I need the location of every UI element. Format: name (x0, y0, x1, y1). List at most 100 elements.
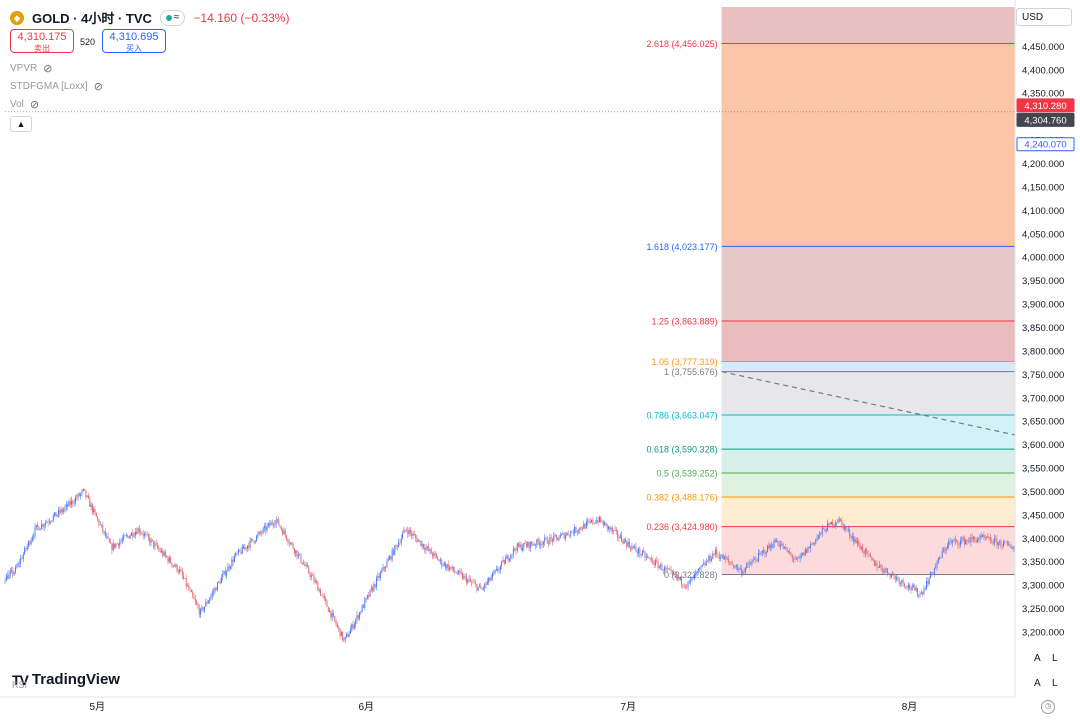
collapse-legend-button[interactable]: ▲ (10, 116, 32, 132)
candle-body (611, 527, 613, 532)
candle-body (609, 526, 611, 530)
candle-body (283, 530, 285, 535)
candle-body (394, 545, 396, 555)
indicator-vol[interactable]: Vol ⊘ (10, 98, 39, 111)
candle-body (538, 542, 540, 546)
sell-button[interactable]: 4,310.175 卖出 (10, 29, 74, 53)
candle-body (688, 581, 690, 582)
candle-body (536, 539, 538, 546)
candle-body (450, 567, 452, 569)
market-badge: ≈ (173, 12, 180, 23)
candle-body (433, 552, 435, 557)
indicator-stdfgma[interactable]: STDFGMA [Loxx] ⊘ (10, 80, 103, 93)
candle-body (572, 531, 574, 534)
candle-body (859, 545, 861, 550)
eye-hidden-icon[interactable]: ⊘ (43, 63, 53, 75)
candle-body (812, 542, 814, 545)
candle-body (146, 534, 148, 535)
candle-body (246, 545, 248, 549)
candle-body (101, 524, 103, 526)
candle-body (469, 579, 471, 582)
candle-body (541, 543, 543, 545)
candle-body (826, 523, 828, 531)
candle-body (419, 540, 421, 542)
candle-body (533, 544, 535, 546)
candle-body (472, 582, 474, 584)
symbol-title[interactable]: GOLD · 4小时 · TVC (32, 11, 152, 26)
tradingview-logo[interactable]: TV TradingView (12, 671, 120, 688)
candle-body (962, 537, 964, 540)
indicator-vpvr[interactable]: VPVR ⊘ (10, 62, 52, 75)
price-tick-label: 3,750.000 (1022, 370, 1064, 381)
eye-hidden-icon[interactable]: ⊘ (29, 99, 40, 111)
candle-body (555, 535, 557, 538)
candle-body (224, 570, 226, 576)
candle-body (940, 557, 942, 559)
candle-body (284, 530, 286, 536)
eye-hidden-icon[interactable]: ⊘ (93, 81, 104, 93)
candle-body (289, 542, 291, 544)
candle-body (134, 531, 136, 536)
buy-button[interactable]: 4,310.695 买入 (102, 29, 166, 53)
candle-body (360, 612, 362, 613)
candle-body (643, 550, 645, 553)
currency-select[interactable]: USD (1016, 8, 1072, 26)
candle-body (667, 568, 669, 570)
candle-body (123, 535, 125, 540)
candle-body (170, 557, 172, 563)
candle-body (301, 562, 303, 565)
candle-body (671, 570, 673, 573)
candle-body (640, 554, 642, 556)
candle-body (108, 538, 110, 543)
fib-level-label: 0 (3,322.828) (664, 570, 718, 580)
candle-body (103, 531, 105, 532)
candle-body (785, 546, 787, 548)
candle-body (305, 564, 307, 566)
candle-body (773, 540, 775, 548)
candle-body (515, 549, 517, 552)
price-tick-label: 3,400.000 (1022, 534, 1064, 545)
log-scale-button[interactable]: L (1052, 653, 1058, 664)
clock-icon[interactable]: ◷ (1041, 700, 1055, 714)
candle-body (763, 550, 765, 552)
log-scale-button-lower[interactable]: L (1052, 678, 1058, 689)
candle-body (864, 549, 866, 554)
candle-body (26, 545, 28, 550)
candle-body (349, 629, 351, 634)
candle-body (783, 546, 785, 549)
candle-body (57, 510, 59, 515)
candle-body (249, 539, 251, 548)
candle-body (885, 568, 887, 570)
candle-body (80, 493, 82, 496)
candle-body (85, 490, 87, 497)
candle-body (35, 524, 37, 527)
candle-body (142, 533, 144, 536)
candle-body (86, 495, 88, 497)
candle-body (147, 534, 149, 538)
candle-body (682, 584, 684, 586)
candle-body (615, 529, 617, 532)
candle-body (550, 537, 552, 539)
candle-body (116, 543, 118, 545)
candle-body (571, 531, 573, 532)
candle-body (829, 522, 831, 525)
candle-body (276, 519, 278, 520)
price-tick-label: 3,900.000 (1022, 300, 1064, 311)
candle-body (774, 540, 776, 543)
candle-body (120, 540, 122, 542)
candle-body (432, 553, 434, 557)
market-status[interactable]: ≈ (159, 9, 186, 26)
candle-body (292, 543, 294, 549)
candle-body (177, 571, 179, 573)
candle-body (726, 558, 728, 560)
candle-body (481, 588, 483, 590)
candle-body (39, 528, 41, 531)
candle-body (970, 537, 972, 543)
auto-scale-button[interactable]: A (1034, 653, 1041, 664)
candle-body (597, 520, 599, 523)
candle-body (327, 606, 329, 612)
auto-scale-button-lower[interactable]: A (1034, 678, 1041, 689)
candle-body (499, 565, 501, 570)
candle-body (362, 605, 364, 608)
